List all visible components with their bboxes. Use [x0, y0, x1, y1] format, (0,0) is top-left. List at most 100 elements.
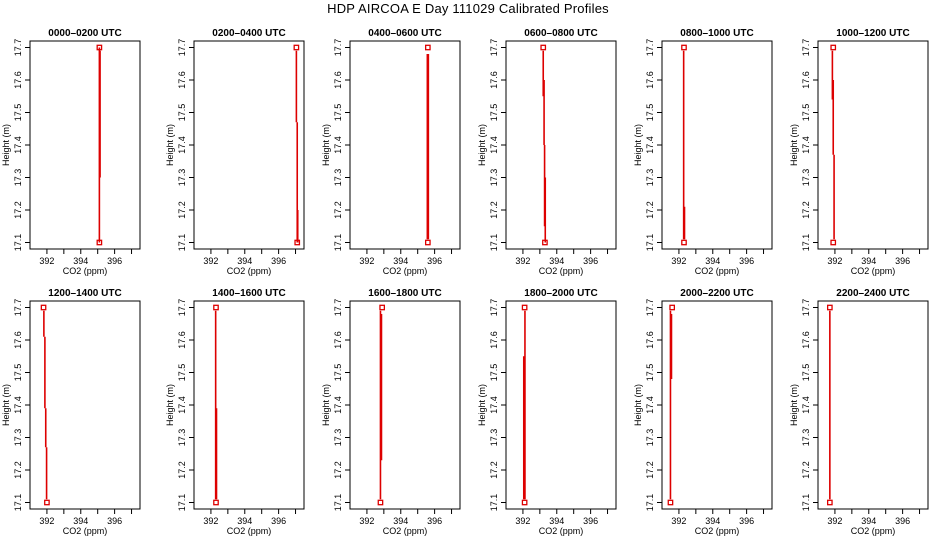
y-tick-label: 17.5 [333, 364, 343, 382]
y-tick-label: 17.3 [13, 429, 23, 447]
x-tick-label: 394 [861, 256, 876, 266]
y-tick-label: 17.5 [13, 364, 23, 382]
x-tick-label: 396 [895, 516, 910, 526]
x-tick-label: 396 [583, 256, 598, 266]
y-tick-label: 17.2 [333, 201, 343, 219]
y-tick-label: 17.6 [333, 331, 343, 349]
panel-title: 2200–2400 UTC [836, 288, 909, 299]
x-tick-label: 396 [271, 516, 286, 526]
y-tick-label: 17.3 [13, 169, 23, 187]
profile-point [826, 304, 833, 311]
y-tick-label: 17.1 [645, 234, 655, 252]
y-tick-label: 17.2 [177, 461, 187, 479]
plot-frame [349, 40, 461, 250]
profile-point [96, 239, 103, 246]
y-tick-label: 17.6 [177, 331, 187, 349]
profile-point [542, 239, 548, 246]
plot-frame [193, 40, 305, 250]
profile-panel: 0000–0200 UTC 392 394 396 17.1 17.2 17.3 17.4 17… [1, 28, 141, 276]
y-tick-label: 17.7 [645, 299, 655, 317]
y-tick-label: 17.2 [489, 201, 499, 219]
profile-point [294, 239, 301, 246]
y-tick-label: 17.3 [801, 429, 811, 447]
y-tick-label: 17.2 [13, 201, 23, 219]
x-axis-label: CO2 (ppm) [695, 266, 740, 276]
y-axis-label: Height (m) [633, 384, 643, 426]
panel-title: 2000–2200 UTC [680, 288, 753, 299]
profile-point [681, 239, 687, 246]
y-tick-label: 17.1 [801, 494, 811, 512]
y-tick-label: 17.5 [801, 104, 811, 122]
y-tick-label: 17.2 [801, 201, 811, 219]
profile-point [213, 304, 219, 311]
plot-frame [505, 40, 617, 250]
y-axis-label: Height (m) [165, 384, 175, 426]
y-axis-label: Height (m) [477, 384, 487, 426]
profile-panel: 1000–1200 UTC 392 394 396 17.1 17.2 17.3 17.4 17… [789, 28, 929, 276]
y-axis-label: Height (m) [633, 124, 643, 166]
x-axis-label: CO2 (ppm) [383, 266, 428, 276]
profile-point [379, 304, 386, 311]
y-tick-label: 17.7 [801, 39, 811, 57]
profile-point [293, 44, 300, 51]
profile-panel: 1400–1600 UTC 392 394 396 17.1 17.2 17.3 17.4 17… [165, 288, 305, 536]
plot-frame [193, 300, 305, 510]
panel-title: 1600–1800 UTC [368, 288, 441, 299]
y-tick-label: 17.7 [333, 299, 343, 317]
y-tick-label: 17.1 [13, 494, 23, 512]
y-axis-label: Height (m) [1, 124, 11, 166]
panel-title: 0400–0600 UTC [368, 28, 441, 39]
x-tick-label: 392 [671, 256, 686, 266]
x-axis-label: CO2 (ppm) [227, 526, 272, 536]
y-tick-label: 17.2 [177, 201, 187, 219]
y-tick-label: 17.3 [645, 169, 655, 187]
y-tick-label: 17.7 [177, 299, 187, 317]
profile-point [540, 44, 547, 51]
y-tick-label: 17.2 [645, 461, 655, 479]
x-axis-label: CO2 (ppm) [383, 526, 428, 536]
y-tick-label: 17.5 [645, 104, 655, 122]
panel-title: 0600–0800 UTC [524, 28, 597, 39]
profile-point [377, 499, 384, 506]
x-axis-label: CO2 (ppm) [63, 266, 108, 276]
y-tick-label: 17.6 [489, 71, 499, 89]
y-tick-label: 17.6 [13, 71, 23, 89]
profile-point [424, 239, 431, 246]
y-tick-label: 17.5 [645, 364, 655, 382]
profile-panel: 2200–2400 UTC 392 394 396 17.1 17.2 17.3 17.4 17… [789, 288, 929, 536]
y-tick-label: 17.4 [177, 396, 187, 414]
plot-frame [661, 300, 773, 510]
y-tick-label: 17.3 [489, 169, 499, 187]
y-tick-label: 17.3 [645, 429, 655, 447]
x-tick-label: 396 [107, 516, 122, 526]
x-tick-label: 392 [359, 256, 374, 266]
panel-title: 1200–1400 UTC [48, 288, 121, 299]
x-tick-label: 394 [73, 256, 88, 266]
x-axis-label: CO2 (ppm) [539, 526, 584, 536]
y-tick-label: 17.6 [645, 331, 655, 349]
y-tick-label: 17.3 [333, 429, 343, 447]
profile-panel: 1800–2000 UTC 392 394 396 17.1 17.2 17.3 17.4 17… [477, 288, 617, 536]
y-axis-label: Height (m) [477, 124, 487, 166]
y-tick-label: 17.1 [489, 234, 499, 252]
profile-point [521, 499, 528, 506]
x-tick-label: 392 [671, 516, 686, 526]
x-tick-label: 396 [739, 256, 754, 266]
y-tick-label: 17.7 [333, 39, 343, 57]
y-tick-label: 17.3 [801, 169, 811, 187]
panel-title: 1800–2000 UTC [524, 288, 597, 299]
profile-point [681, 44, 687, 51]
y-tick-label: 17.1 [489, 494, 499, 512]
x-tick-label: 392 [359, 516, 374, 526]
profile-point [44, 499, 50, 506]
y-tick-label: 17.4 [801, 396, 811, 414]
x-tick-label: 394 [237, 516, 252, 526]
x-axis-label: CO2 (ppm) [851, 526, 896, 536]
panel-title: 0200–0400 UTC [212, 28, 285, 39]
y-axis-label: Height (m) [321, 384, 331, 426]
y-tick-label: 17.6 [801, 71, 811, 89]
y-tick-label: 17.5 [177, 364, 187, 382]
y-tick-label: 17.4 [801, 136, 811, 154]
y-tick-label: 17.6 [333, 71, 343, 89]
x-tick-label: 392 [203, 256, 218, 266]
